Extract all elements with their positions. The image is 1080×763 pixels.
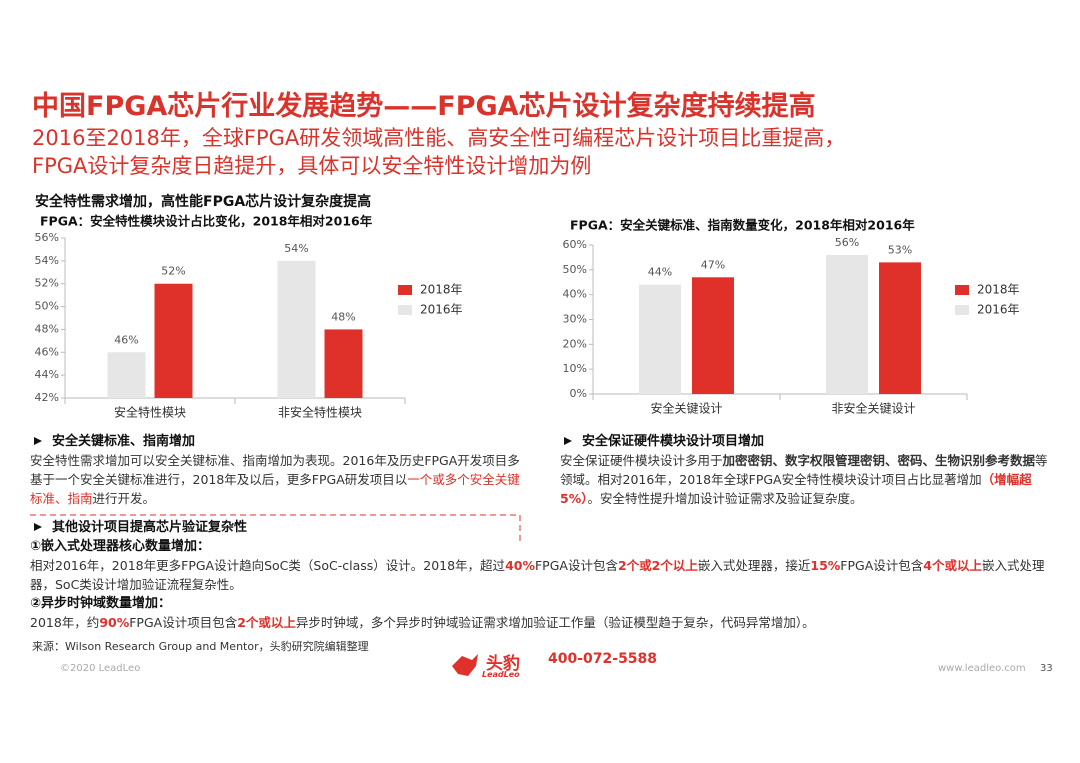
data-label: 48% [331,310,355,323]
text-run: 安全保证硬件模块设计多用于 [560,453,723,468]
legend-label: 2018年 [420,283,463,297]
block-body: 安全保证硬件模块设计多用于加密密钥、数字权限管理密钥、密码、生物识别参考数据等领… [560,451,1055,508]
block-heading: 安全保证硬件模块设计项目增加 [560,432,1055,451]
text-run: 等领域。相对2016年，2018年全球FPGA安全特性模块设计项目占比显著增加 [560,453,1048,487]
text-run: 2个或2个以上 [617,558,698,573]
text-run: FPGA设计包含 [534,558,618,573]
bar [879,262,921,394]
legend-swatch [955,305,969,315]
y-tick-label: 30% [563,313,587,326]
y-tick-label: 56% [35,231,59,244]
item-title: ②异步时钟域数量增加： [30,596,172,611]
chart-title: FPGA：安全特性模块设计占比变化，2018年相对2016年 [40,214,373,229]
text-run: 2018年，约 [30,615,100,630]
bar [639,284,681,394]
y-tick-label: 52% [35,277,59,290]
block-heading: 安全关键标准、指南增加 [30,432,522,451]
text-run: 加密密钥、数字权限管理密钥、密码、生物识别参考数据 [722,453,1036,468]
legend-swatch [398,285,412,295]
subtitle: FPGA设计复杂度日趋提升，具体可以安全特性设计增加为例 [32,154,592,178]
legend-label: 2016年 [977,303,1020,317]
copyright: ©2020 LeadLeo [60,663,141,674]
y-tick-label: 46% [35,345,59,358]
text-run: FPGA设计项目包含 [129,615,238,630]
page-number: 33 [1040,663,1053,674]
legend-swatch [398,305,412,315]
y-tick-label: 20% [563,337,587,350]
bar [826,254,868,394]
item-body: 相对2016年，2018年更多FPGA设计趋向SoC类（SoC-class）设计… [30,556,1055,594]
text-run: 2个或以上 [237,615,296,630]
y-tick-label: 42% [35,391,59,404]
block-heading: 其他设计项目提高芯片验证复杂性 [30,518,1055,537]
x-tick-label: 安全关键设计 [650,401,722,416]
data-label: 52% [161,265,185,278]
bar [107,352,146,398]
block-body: 安全特性需求增加可以安全关键标准、指南增加为表现。2016年及历史FPGA开发项… [30,451,522,508]
text-run: 嵌入式处理器，SoC类设计增加验证流程复杂性。 [30,558,1045,592]
bar [277,260,316,398]
x-tick-label: 安全特性模块 [114,405,186,420]
item-body: 2018年，约90%FPGA设计项目包含2个或以上异步时钟域，多个异步时钟域验证… [30,613,1055,632]
section-title: 安全特性需求增加，高性能FPGA芯片设计复杂度提高 [35,194,372,210]
y-tick-label: 50% [35,300,59,313]
url: www.leadleo.com [938,663,1026,674]
x-tick-label: 非安全关键设计 [831,401,915,416]
y-tick-label: 44% [35,368,59,381]
logo-en: LeadLeo [482,670,520,679]
logo-icon [452,654,478,676]
y-tick-label: 48% [35,322,59,335]
y-tick-label: 10% [563,362,587,375]
legend-label: 2016年 [420,303,463,317]
data-label: 44% [648,266,672,279]
title: 中国FPGA芯片行业发展趋势——FPGA芯片设计复杂度持续提高 [32,91,816,122]
text-run: 相对2016年，2018年更多FPGA设计趋向SoC类（SoC-class）设计… [30,558,506,573]
text-run: FPGA设计包含 [840,558,924,573]
data-label: 46% [114,333,138,346]
y-tick-label: 50% [563,263,587,276]
y-tick-label: 54% [35,254,59,267]
text-block: 其他设计项目提高芯片验证复杂性 ①嵌入式处理器核心数量增加： 相对2016年，201… [30,518,1055,632]
text-run: 15% [810,558,841,573]
chart-title: FPGA：安全关键标准、指南数量变化，2018年相对2016年 [570,218,915,233]
text-run: 安全特性需求增加可以安全关键标准、指南增加为表现。2016年及历史FPGA开发项… [30,453,520,487]
phone: 400-072-5588 [548,651,658,667]
subtitle: 2016至2018年，全球FPGA研发领域高性能、高安全性可编程芯片设计项目比重… [32,126,846,150]
text-block: 安全关键标准、指南增加安全特性需求增加可以安全关键标准、指南增加为表现。2016… [30,432,522,508]
legend-label: 2018年 [977,283,1020,297]
data-label: 56% [835,236,859,249]
y-tick-label: 60% [563,238,587,251]
legend-swatch [955,285,969,295]
item-title: ①嵌入式处理器核心数量增加： [30,539,211,554]
data-label: 54% [284,242,308,255]
text-run: 90% [99,615,130,630]
bar [324,329,363,398]
bar [692,277,734,394]
text-run: 。安全特性提升增加设计验证需求及验证复杂度。 [587,491,863,506]
text-run: 嵌入式处理器，接近 [697,558,811,573]
text-run: 进行开发。 [92,491,156,506]
y-tick-label: 40% [563,288,587,301]
source: 来源：Wilson Research Group and Mentor，头豹研究… [32,640,369,653]
text-run: 一个或多个安全关键标准、指南 [30,472,520,506]
x-tick-label: 非安全特性模块 [278,405,362,420]
text-block: 安全保证硬件模块设计项目增加 安全保证硬件模块设计多用于加密密钥、数字权限管理密钥… [560,432,1055,508]
text-run: （增幅超5%） [560,472,1032,506]
logo-cn: 头豹 [486,654,520,674]
data-label: 47% [701,258,725,271]
text-run: 40% [505,558,535,573]
text-run: 异步时钟域，多个异步时钟域验证需求增加验证工作量（验证模型趋于复杂，代码异常增加… [295,615,815,630]
text-run: 4个或以上 [923,558,982,573]
y-tick-label: 0% [570,387,587,400]
bar [154,283,193,398]
data-label: 53% [888,243,912,256]
